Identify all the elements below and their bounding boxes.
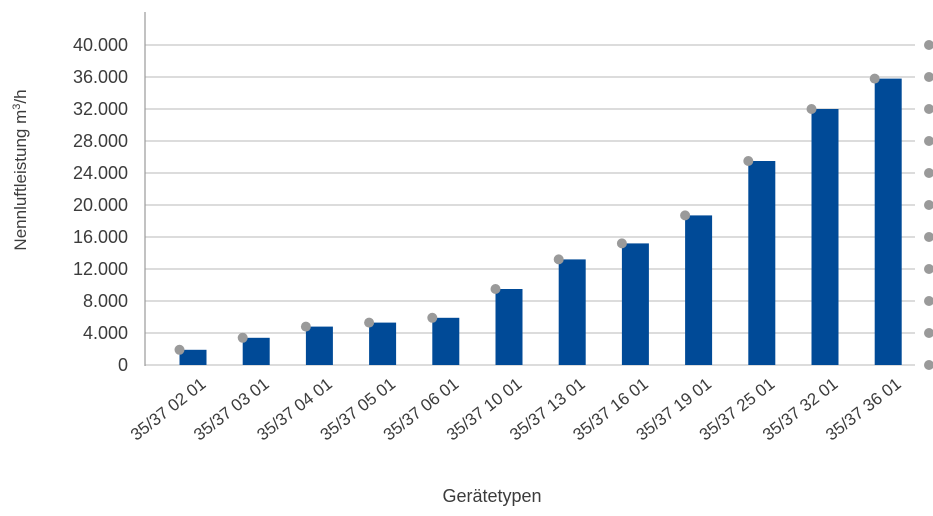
y-tick-label: 12.000 [73,259,128,279]
bar-marker [490,284,501,294]
bar-markers [174,73,880,355]
y-tick-label: 8.000 [83,291,128,311]
right-axis-marker [924,360,933,370]
bar [811,109,839,365]
right-axis-marker [924,168,933,178]
y-tick-label: 28.000 [73,131,128,151]
bar [685,215,713,365]
right-axis-marker [924,72,933,82]
right-axis-marker [924,264,933,274]
bar [179,349,207,365]
y-tick-label: 4.000 [83,323,128,343]
x-axis-label: Gerätetypen [442,486,541,506]
y-axis-label: Nennluftleistung m3/h [11,89,30,250]
bars [179,78,902,365]
bar-marker [300,321,311,332]
bar-marker [553,254,564,265]
bar-marker [364,317,375,328]
grid-lines [145,44,915,366]
right-axis-marker [924,40,933,50]
bar-marker [869,73,880,84]
right-axis-marker [924,296,933,306]
bar-marker [427,312,438,323]
bar-marker [743,156,754,166]
bar-marker [616,238,627,249]
right-axis-marker [924,232,933,242]
bar-marker [237,332,248,343]
y-tick-labels: 0 4.000 8.000 12.000 16.000 20.000 24.000 28.00… [73,35,128,375]
right-axis-marker [924,104,933,114]
y-tick-label: 16.000 [73,227,128,247]
bar [874,78,902,365]
right-axis-marker [924,200,933,210]
bar [242,337,270,365]
y-tick-label: 0 [118,355,128,375]
y-tick-label: 40.000 [73,35,128,55]
bar-marker [680,210,691,221]
bar [621,243,649,365]
right-axis-marker [924,328,933,338]
bar [495,289,523,365]
right-axis-markers [924,40,933,370]
y-tick-label: 36.000 [73,67,128,87]
bar [432,317,460,365]
right-axis-marker [924,136,933,146]
bar [369,322,397,365]
bar [748,161,776,365]
bar-marker [174,344,185,355]
bar [558,259,586,365]
y-tick-label: 24.000 [73,163,128,183]
y-tick-label: 32.000 [73,99,128,119]
y-tick-label: 20.000 [73,195,128,215]
bar [305,326,333,365]
bar-marker [806,104,817,114]
